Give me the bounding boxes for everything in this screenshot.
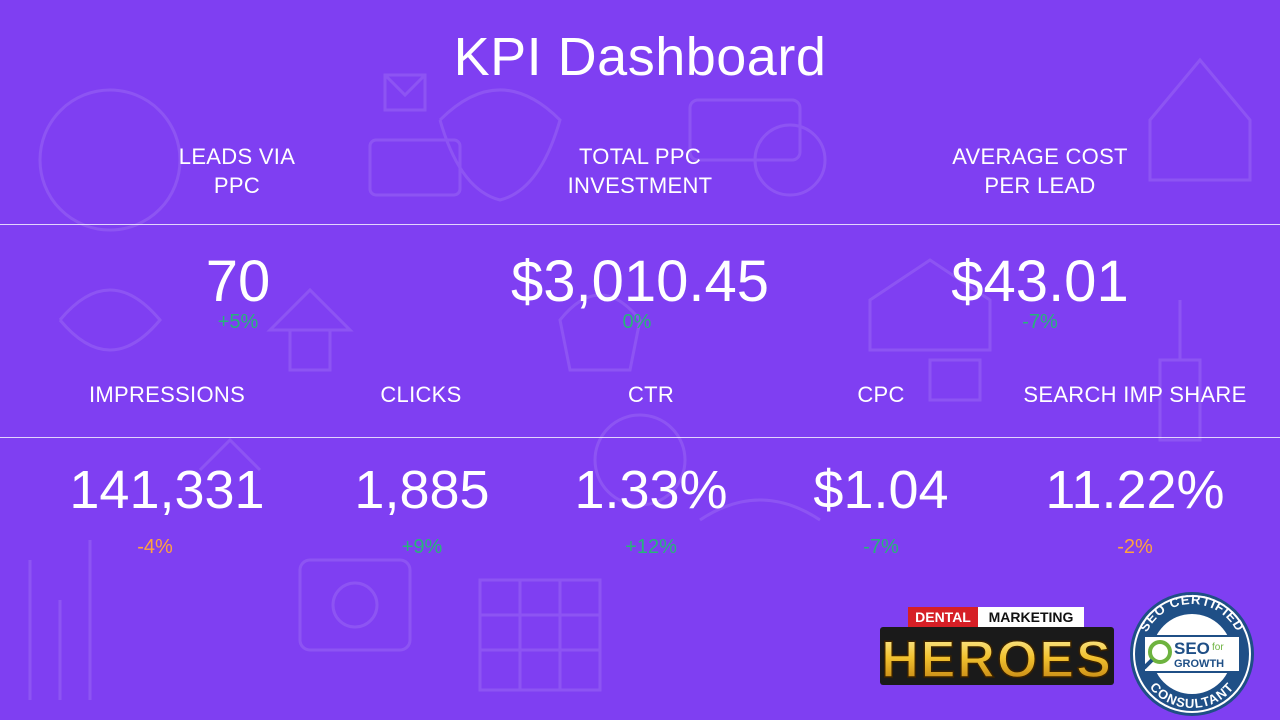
clicks-value: 1,885 [354,460,490,520]
seo-certified-consultant-badge: SEO CERTIFIED CONSULTANT SEO for GROWTH [1130,592,1254,716]
cpc-value: $1.04 [813,460,949,520]
leads-via-ppc-value: 70 [205,249,271,314]
impressions-change: -4% [137,536,173,558]
svg-text:for: for [1212,642,1224,653]
ctr-value: 1.33% [574,460,728,520]
bottom-divider [0,437,1280,438]
total-ppc-investment-label: TOTAL PPC INVESTMENT [567,144,713,198]
svg-text:SEO: SEO [1174,639,1210,658]
total-ppc-investment-change: 0% [622,311,652,333]
dental-marketing-heroes-logo: DENTAL MARKETING HEROES [880,607,1114,687]
svg-text:MARKETING: MARKETING [989,609,1074,625]
average-cost-per-lead-label: AVERAGE COST PER LEAD [952,144,1128,198]
cpc-change: -7% [863,536,899,558]
svg-text:HEROES: HEROES [881,631,1113,687]
impressions-label: IMPRESSIONS [88,382,246,407]
search-imp-share-change: -2% [1117,536,1153,558]
leads-via-ppc-label: LEADS VIA PPC [178,144,296,198]
cpc-label: CPC [857,382,905,407]
average-cost-per-lead-change: -7% [1022,311,1058,333]
ctr-change: +12% [625,536,677,558]
svg-text:GROWTH: GROWTH [1174,658,1224,670]
total-ppc-investment-value: $3,010.45 [510,249,770,314]
impressions-value: 141,331 [69,460,265,520]
dashboard-title: KPI Dashboard [453,27,827,87]
average-cost-per-lead-value: $43.01 [951,249,1129,314]
search-imp-share-label: SEARCH IMP SHARE [1023,382,1247,407]
clicks-label: CLICKS [380,382,462,407]
top-divider [0,224,1280,225]
clicks-change: +9% [401,536,443,558]
leads-via-ppc-change: +5% [217,311,259,333]
ctr-label: CTR [627,382,675,407]
svg-text:DENTAL: DENTAL [915,609,971,625]
search-imp-share-value: 11.22% [1045,460,1225,520]
